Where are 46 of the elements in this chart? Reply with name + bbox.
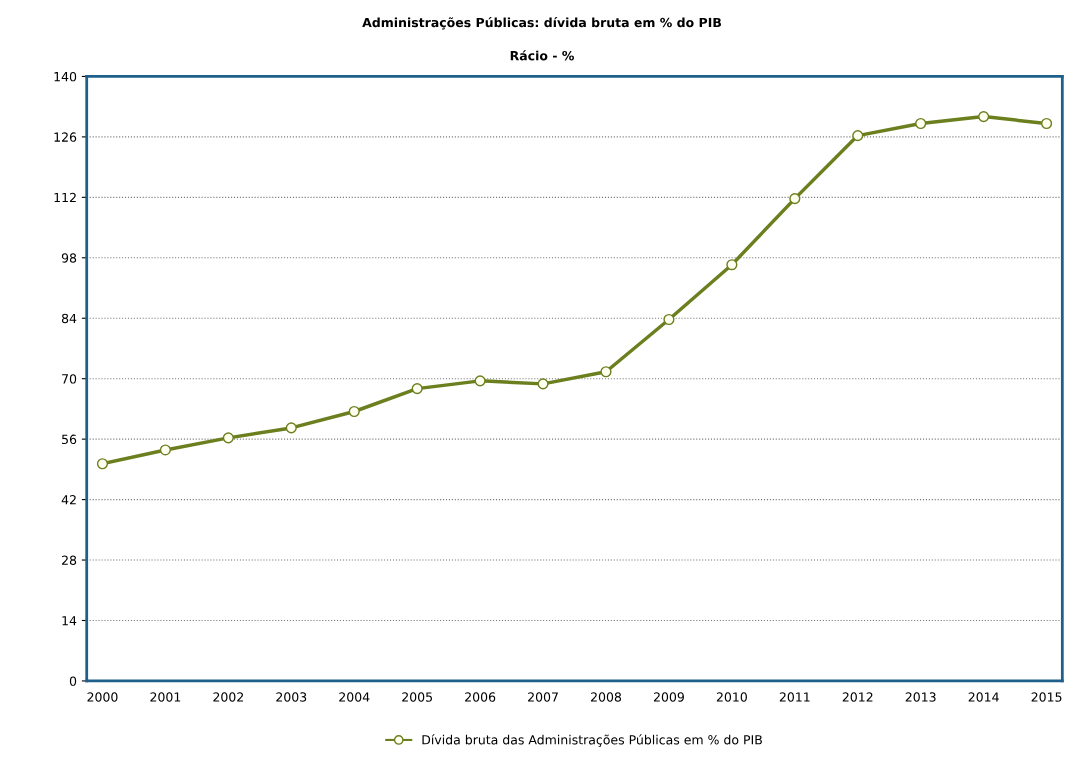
x-tick-label: 2008 <box>591 692 622 702</box>
x-tick-label: 2004 <box>339 692 370 702</box>
y-tick-label: 14 <box>62 616 77 626</box>
x-tick-label: 2005 <box>402 692 432 702</box>
x-tick-label: 2007 <box>528 692 558 702</box>
y-tick-label: 140 <box>54 71 77 82</box>
x-tick-label: 2000 <box>87 692 118 702</box>
point <box>726 259 738 271</box>
point <box>852 130 864 142</box>
point <box>285 422 297 434</box>
point <box>978 111 990 123</box>
point <box>96 458 109 470</box>
x-tick-label: 2010 <box>716 692 747 702</box>
y-tick-label: 84 <box>61 313 77 324</box>
y-tick-label: 70 <box>62 374 77 384</box>
chart-subtitle: Rácio - % <box>510 50 574 61</box>
x-tick-label: 2013 <box>905 692 936 702</box>
point <box>159 444 171 456</box>
point <box>537 378 549 390</box>
y-tick-label: 42 <box>61 495 76 505</box>
x-tick-label: 2002 <box>213 692 243 702</box>
x-tick-label: 2012 <box>842 692 873 702</box>
point <box>789 193 801 205</box>
x-tick-label: 2006 <box>465 692 496 702</box>
x-tick-label: 2003 <box>276 692 307 702</box>
x-tick-label: 2001 <box>150 692 181 702</box>
y-tick-label: 28 <box>62 555 77 565</box>
x-tick-label: 2009 <box>653 692 684 702</box>
point <box>1041 117 1053 130</box>
y-tick-label: 0 <box>69 676 77 686</box>
point <box>411 383 423 395</box>
chart-title: Administrações Públicas: dívida bruta em % do PIB <box>362 17 721 30</box>
point <box>663 313 675 326</box>
point <box>915 117 927 130</box>
legend-label: Dívida bruta das Administrações Públicas em % do PIB <box>422 734 762 747</box>
y-tick-label: 98 <box>61 253 77 263</box>
y-tick-label: 112 <box>54 192 76 203</box>
point <box>474 375 486 387</box>
x-tick-label: 2015 <box>1031 692 1062 702</box>
x-tick-label: 2014 <box>968 692 999 702</box>
point <box>222 432 234 444</box>
y-tick-label: 56 <box>62 434 77 445</box>
y-tick-label: 126 <box>54 132 77 142</box>
point <box>600 366 612 378</box>
x-tick-label: 2011 <box>779 692 810 702</box>
point <box>348 405 360 418</box>
